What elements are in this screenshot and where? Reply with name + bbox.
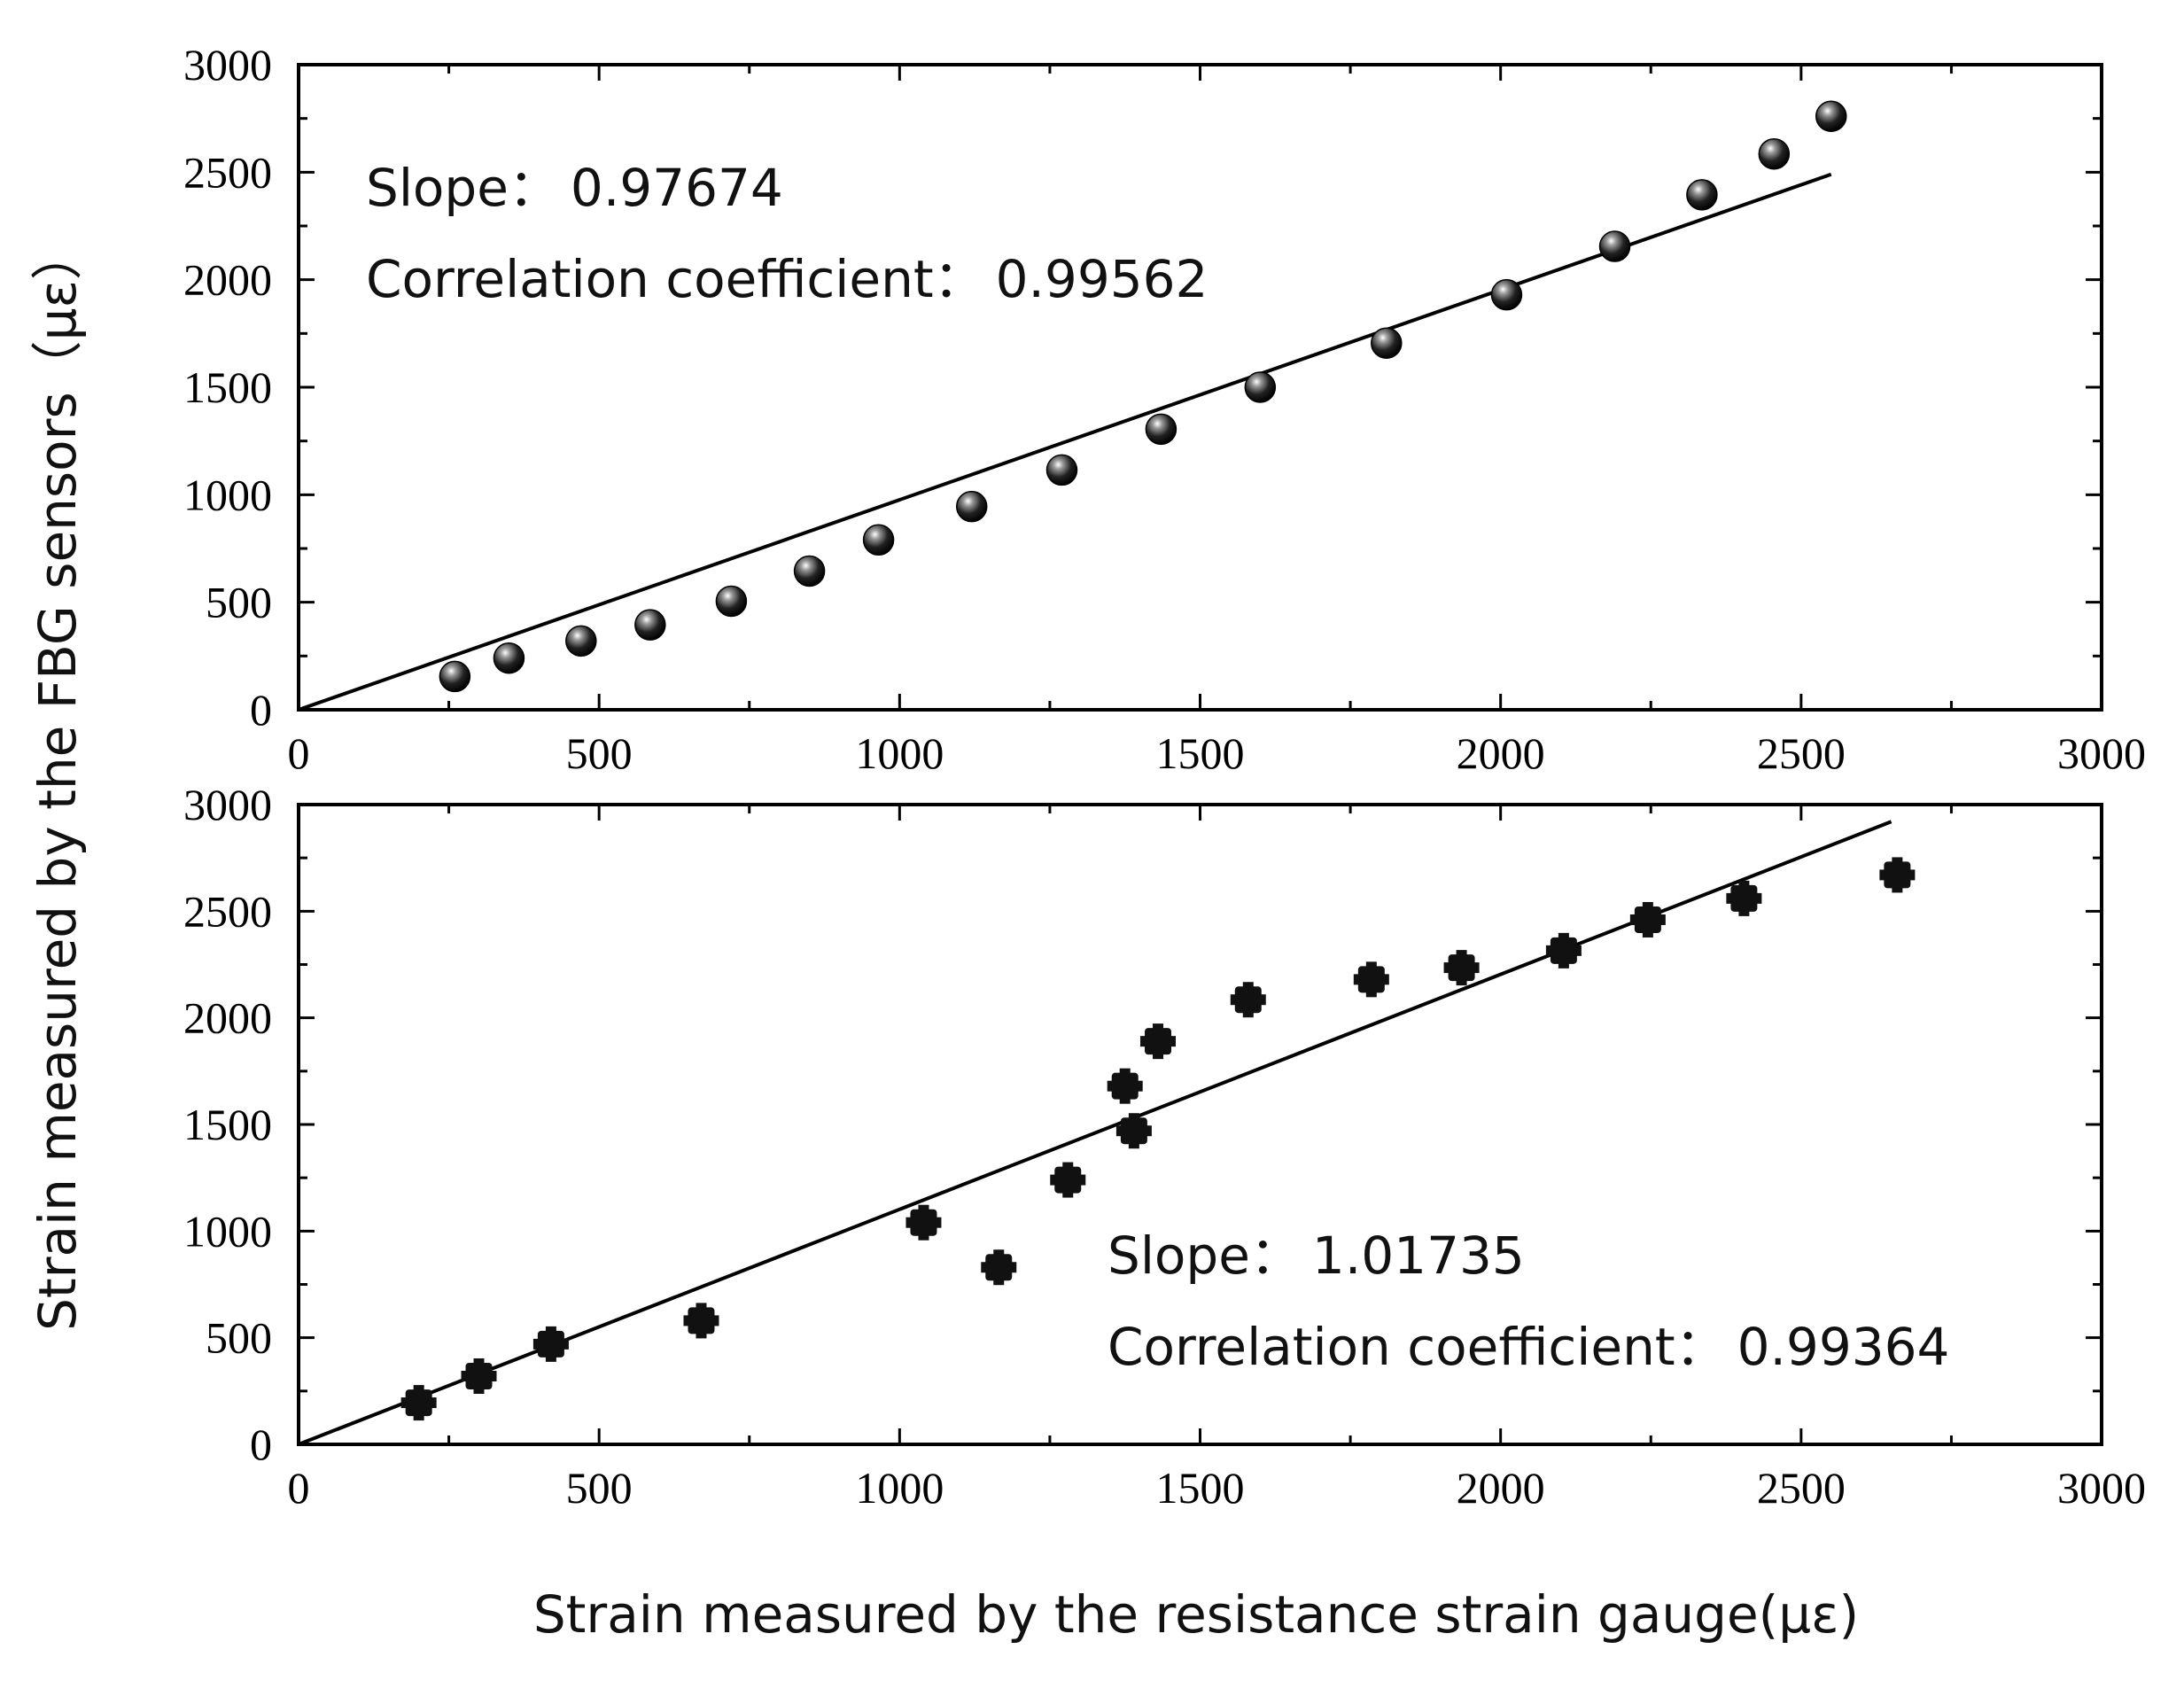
bottom-data-point [1443, 950, 1480, 986]
top-data-point [565, 625, 597, 657]
bottom-data-point [1107, 1068, 1143, 1104]
top-data-point [439, 660, 471, 693]
top-data-point [493, 642, 525, 674]
bottom-ticks: 0 500 1000 1500 2000 2500 3000 0 500 1000 1500 2000… [183, 780, 2146, 1513]
top-data-point [1244, 371, 1277, 403]
bottom-x-tick-label: 3000 [2057, 1463, 2146, 1513]
bottom-data-point [981, 1249, 1017, 1286]
bottom-data-point [1140, 1023, 1177, 1060]
bottom-data-point [400, 1385, 437, 1421]
top-fit-line [298, 172, 1832, 712]
bottom-x-tick-label: 1500 [1156, 1463, 1245, 1513]
top-y-tick-label: 500 [206, 578, 272, 627]
top-x-tick-label: 1000 [855, 728, 944, 778]
bottom-marker-bar-h [1115, 1125, 1152, 1137]
x-axis-title: Strain measured by the resistance strain… [533, 1584, 1859, 1645]
bottom-marker-bar-h [905, 1217, 942, 1228]
bottom-marker-bar-h [1230, 994, 1266, 1006]
top-data-point [1598, 230, 1631, 262]
bottom-y-tick-label: 1000 [183, 1206, 272, 1256]
bottom-data-point [1050, 1162, 1086, 1198]
bottom-marker-bar-h [400, 1397, 437, 1409]
bottom-data-point [1545, 932, 1582, 969]
top-y-tick-label: 1500 [183, 362, 272, 412]
top-data-point [634, 609, 666, 641]
bottom-marker-bar-h [1726, 892, 1762, 904]
bottom-marker-bar-h [532, 1338, 569, 1350]
top-data-point [715, 585, 748, 618]
bottom-marker-bar-h [1050, 1174, 1086, 1186]
bottom-data-point [1629, 901, 1666, 937]
top-data-points [439, 100, 1847, 693]
bottom-marker-bar-h [1353, 974, 1389, 985]
top-data-point [1490, 278, 1523, 311]
top-annotation-slope: Slope： 0.97674 [366, 158, 783, 218]
bottom-data-points [400, 857, 1916, 1421]
top-data-point [1145, 413, 1177, 446]
top-x-tick-label: 3000 [2057, 728, 2146, 778]
top-x-tick-label: 2500 [1757, 728, 1846, 778]
bottom-data-point [1115, 1113, 1152, 1149]
bottom-marker-bar-h [981, 1262, 1017, 1273]
top-data-point [1758, 137, 1791, 170]
top-data-point [1045, 454, 1078, 486]
top-data-point [955, 490, 988, 523]
top-y-tick-label: 2500 [183, 147, 272, 197]
bottom-annotation-correlation: Correlation coefficient： 0.99364 [1108, 1317, 1949, 1377]
top-data-point [1686, 179, 1718, 211]
bottom-marker-bar-h [461, 1370, 497, 1381]
bottom-marker-bar-h [1879, 869, 1916, 881]
bottom-data-point [905, 1204, 942, 1241]
bottom-data-point [532, 1326, 569, 1362]
bottom-y-tick-label: 3000 [183, 780, 272, 829]
top-y-tick-label: 2000 [183, 255, 272, 305]
bottom-x-tick-label: 500 [566, 1463, 633, 1513]
top-plot-frame [297, 63, 2103, 712]
bottom-data-point [1230, 982, 1266, 1018]
bottom-data-point [1726, 880, 1762, 916]
bottom-scatter-plot: 0 500 1000 1500 2000 2500 3000 0 500 1000 1500 2000… [183, 780, 2146, 1513]
bottom-data-point [1879, 857, 1916, 893]
bottom-marker-bar-h [1107, 1080, 1143, 1092]
top-annotation-correlation: Correlation coefficient： 0.99562 [366, 249, 1208, 309]
bottom-y-tick-label: 1500 [183, 1100, 272, 1149]
top-scatter-plot: 0 500 1000 1500 2000 2500 3000 0 500 1000 1500 2000… [183, 40, 2146, 778]
bottom-y-tick-label: 0 [250, 1420, 272, 1469]
bottom-marker-bar-h [1629, 914, 1666, 925]
bottom-y-tick-label: 500 [206, 1313, 272, 1363]
bottom-x-tick-label: 0 [288, 1463, 310, 1513]
bottom-x-tick-label: 1000 [855, 1463, 944, 1513]
top-x-tick-label: 500 [566, 728, 633, 778]
top-y-tick-label: 1000 [183, 470, 272, 519]
top-data-point [793, 555, 826, 587]
bottom-x-tick-label: 2000 [1457, 1463, 1545, 1513]
top-ticks: 0 500 1000 1500 2000 2500 3000 0 500 1000 1500 2000… [183, 40, 2146, 778]
bottom-data-point [683, 1303, 719, 1339]
top-x-tick-label: 0 [288, 728, 310, 778]
bottom-data-point [1353, 961, 1389, 998]
bottom-y-tick-label: 2500 [183, 886, 272, 936]
bottom-marker-bar-h [1443, 962, 1480, 974]
bottom-x-tick-label: 2500 [1757, 1463, 1846, 1513]
y-axis-title: Strain measured by the FBG sensors（με） [27, 229, 88, 1331]
bottom-marker-bar-h [1140, 1036, 1177, 1047]
top-x-tick-label: 1500 [1156, 728, 1245, 778]
bottom-marker-bar-h [1545, 945, 1582, 956]
top-y-tick-label: 0 [250, 685, 272, 735]
bottom-data-point [461, 1358, 497, 1394]
bottom-marker-bar-h [683, 1315, 719, 1326]
top-data-point [1371, 327, 1403, 360]
bottom-y-tick-label: 2000 [183, 993, 272, 1043]
top-data-point [1815, 100, 1847, 132]
bottom-annotation-slope: Slope： 1.01735 [1108, 1225, 1525, 1286]
top-data-point [862, 524, 895, 556]
top-x-tick-label: 2000 [1457, 728, 1545, 778]
top-y-tick-label: 3000 [183, 40, 272, 89]
